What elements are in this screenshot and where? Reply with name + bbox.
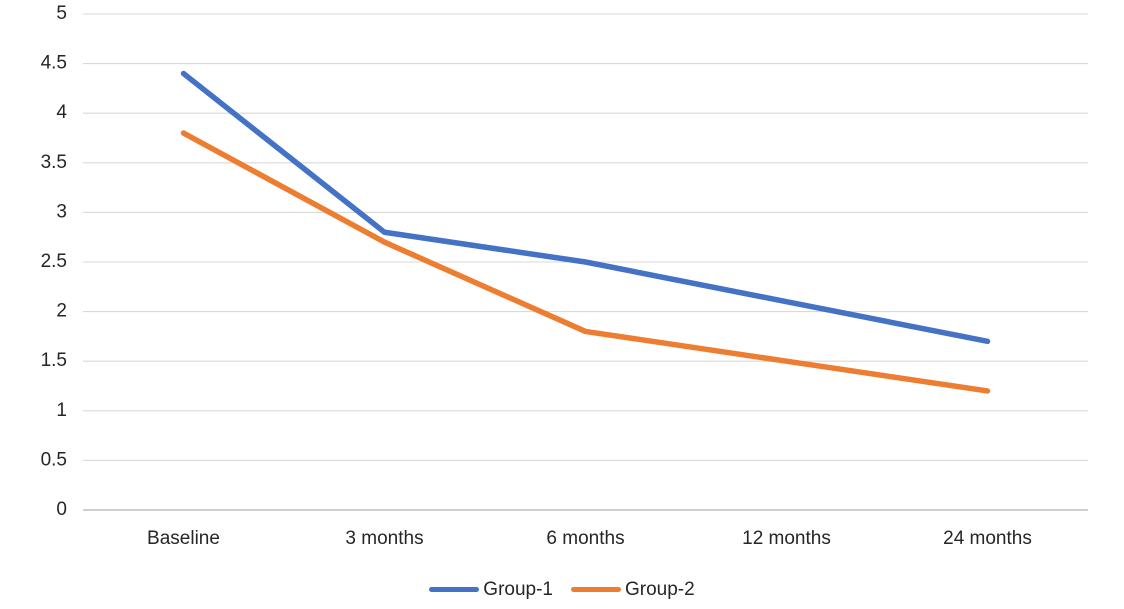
legend-label: Group-2 <box>625 579 695 600</box>
y-tick-label: 2.5 <box>41 251 67 272</box>
x-category-label: 24 months <box>943 528 1032 549</box>
y-tick-label: 4.5 <box>41 53 67 74</box>
legend-item-group-1: Group-1 <box>429 580 553 599</box>
legend-swatch-group-1 <box>429 587 480 592</box>
y-tick-label: 3 <box>56 201 67 222</box>
legend-swatch-group-2 <box>571 587 621 592</box>
x-category-label: Baseline <box>147 528 220 549</box>
series-line-group-1 <box>180 70 991 345</box>
chart-legend: Group-1 Group-2 <box>0 580 1124 599</box>
y-tick-label: 4 <box>56 102 67 123</box>
y-tick-label: 0.5 <box>41 449 67 470</box>
legend-label: Group-1 <box>483 579 553 600</box>
x-category-label: 12 months <box>742 528 831 549</box>
y-tick-label: 1 <box>56 400 67 421</box>
y-tick-label: 0 <box>56 499 67 520</box>
y-tick-label: 5 <box>56 3 67 24</box>
legend-item-group-2: Group-2 <box>571 580 695 599</box>
series-line-group-2 <box>180 130 991 394</box>
y-tick-label: 3.5 <box>41 152 67 173</box>
y-tick-label: 2 <box>56 301 67 322</box>
x-category-label: 3 months <box>345 528 423 549</box>
x-category-label: 6 months <box>546 528 624 549</box>
y-tick-label: 1.5 <box>41 350 67 371</box>
